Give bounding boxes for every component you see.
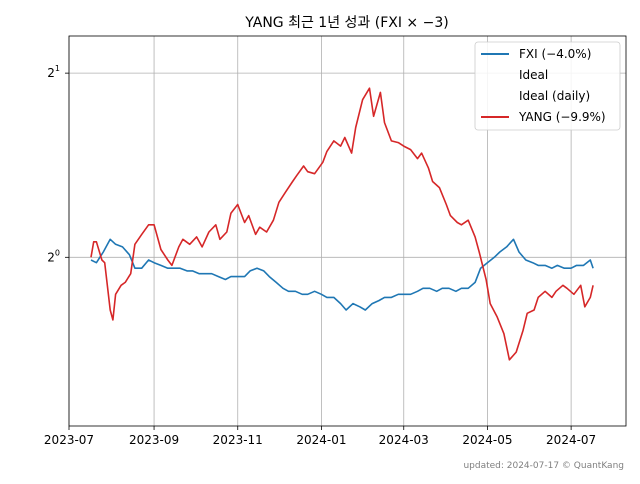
- legend-label-yang: YANG (−9.9%): [518, 110, 606, 124]
- axes-frame: [68, 35, 627, 427]
- y-tick-label: 20: [47, 248, 60, 264]
- x-tick-label: 2024-01: [296, 433, 346, 447]
- x-tick-label: 2024-07: [546, 433, 596, 447]
- legend-label-fxi: FXI (−4.0%): [519, 47, 591, 61]
- footer-note: updated: 2024-07-17 © QuantKang: [463, 461, 624, 471]
- x-axis: 2023-07 2023-09 2023-11 2024-01 2024-03 2024-…: [44, 426, 596, 447]
- legend: FXI (−4.0%) Ideal Ideal (daily) YANG (−9…: [474, 41, 621, 131]
- legend-label-ideal-daily: Ideal (daily): [519, 89, 590, 103]
- legend-box: [474, 41, 621, 131]
- x-tick-label: 2023-07: [44, 433, 94, 447]
- series-line-fxi: [90, 238, 594, 311]
- legend-label-ideal: Ideal: [519, 68, 548, 82]
- y-tick-label: 21: [47, 64, 60, 80]
- x-tick-label: 2023-09: [129, 433, 179, 447]
- x-tick-label: 2024-03: [379, 433, 429, 447]
- series-line-yang: [90, 87, 594, 361]
- chart-title: YANG 최근 1년 성과 (FXI × −3): [244, 15, 448, 31]
- x-tick-label: 2024-05: [462, 433, 512, 447]
- plot-lines: [90, 87, 594, 361]
- x-tick-label: 2023-11: [213, 433, 263, 447]
